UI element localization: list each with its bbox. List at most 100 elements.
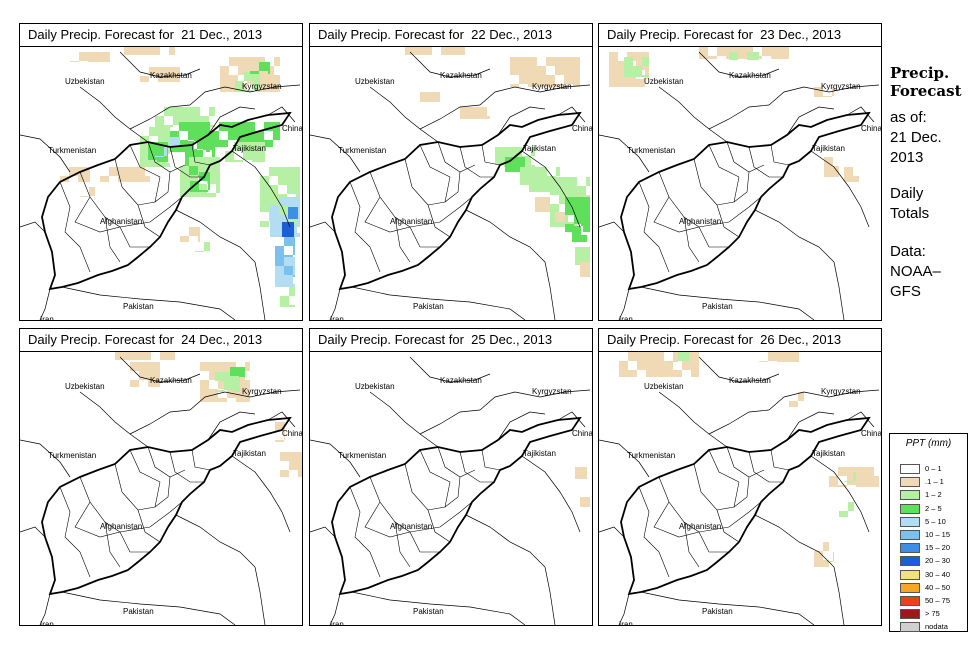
- country-label: Kyrgyzstan: [532, 82, 572, 91]
- precip-cell: [847, 476, 856, 485]
- sidebar-title: Precip. Forecast: [890, 64, 962, 100]
- precip-cell: [157, 142, 166, 151]
- precip-cell: [206, 149, 210, 152]
- precip-cell: [735, 47, 744, 56]
- precip-cell: [865, 467, 874, 476]
- precip-cell: [230, 367, 239, 376]
- precip-cell: [289, 461, 298, 470]
- province-border: [169, 451, 204, 483]
- precip-cell: [200, 389, 209, 398]
- precip-cell: [142, 47, 151, 55]
- precip-cell: [191, 107, 200, 116]
- precip-cell: [646, 370, 655, 377]
- legend-label: 40 – 50: [925, 582, 951, 592]
- precip-cell: [438, 101, 440, 102]
- precip-cell: [250, 71, 259, 74]
- precip-cell: [155, 125, 164, 127]
- precip-cell: [190, 190, 199, 192]
- legend-swatch: [900, 609, 920, 620]
- precip-cell: [236, 398, 245, 402]
- sidebar-period: Daily Totals: [890, 184, 929, 224]
- precip-cell: [673, 352, 682, 361]
- precip-cell: [293, 237, 295, 246]
- country-border: [833, 566, 845, 625]
- precip-cell: [589, 262, 590, 271]
- precip-cell: [207, 157, 216, 166]
- precip-cell: [236, 380, 245, 389]
- precip-cell: [609, 79, 618, 87]
- panel-title: Daily Precip. Forecast for 21 Dec., 2013: [20, 24, 302, 47]
- country-border: [61, 286, 236, 320]
- country-label: Kyrgyzstan: [242, 387, 282, 396]
- province-border: [698, 501, 762, 533]
- period-daily: Daily: [890, 185, 924, 202]
- province-border: [708, 144, 740, 178]
- precip-cell: [833, 552, 834, 561]
- precip-cell: [206, 122, 210, 131]
- precip-cell: [771, 56, 780, 59]
- precip-cell: [279, 197, 288, 206]
- country-border: [846, 106, 875, 123]
- precip-cell: [583, 206, 590, 215]
- country-border: [544, 566, 556, 625]
- country-label: Iran: [330, 620, 344, 625]
- precip-cell: [265, 75, 274, 84]
- precip-map: Kazakhstan Uzbekistan Kyrgyzstan China Turkm…: [20, 352, 302, 625]
- afghanistan-border: [620, 111, 871, 291]
- precip-cell: [691, 370, 699, 377]
- precip-cell: [296, 185, 300, 194]
- precip-cell: [164, 147, 167, 156]
- country-border: [479, 389, 591, 411]
- precip-cell: [246, 131, 255, 140]
- precip-cell: [522, 156, 531, 165]
- sidebar-heading-1: Precip.: [890, 64, 950, 82]
- precip-cell: [261, 142, 265, 151]
- province-border: [59, 486, 81, 553]
- country-border: [175, 514, 256, 568]
- precip-cell: [537, 75, 546, 84]
- precip-cell: [180, 175, 189, 184]
- legend-swatch: [900, 490, 920, 501]
- precip-cell: [261, 151, 265, 160]
- country-border: [846, 411, 875, 428]
- precip-cell: [823, 96, 832, 97]
- province-border: [59, 181, 81, 248]
- precip-cell: [565, 224, 574, 232]
- forecast-panel: Daily Precip. Forecast for 25 Dec., 2013…: [309, 328, 593, 626]
- precip-cell: [293, 284, 295, 287]
- precip-cell: [158, 67, 167, 76]
- precip-cell: [284, 431, 285, 440]
- precip-cell: [460, 116, 469, 119]
- legend-item: 20 – 30: [900, 556, 962, 567]
- precip-cell: [296, 167, 300, 176]
- precip-cell: [297, 197, 300, 206]
- precip-cell: [145, 176, 150, 182]
- precip-cell: [237, 131, 246, 140]
- precip-cell: [87, 176, 90, 182]
- precip-cell: [274, 84, 280, 92]
- forecast-panel: Daily Precip. Forecast for 24 Dec., 2013…: [19, 328, 303, 626]
- precip-cell: [97, 52, 106, 61]
- precip-cell: [459, 47, 465, 55]
- precip-cell: [510, 57, 519, 66]
- precip-cell: [203, 141, 212, 150]
- precip-cell: [297, 216, 298, 219]
- province-border: [419, 144, 451, 178]
- country-border: [618, 288, 630, 320]
- precip-cell: [537, 66, 546, 75]
- country-label: Uzbekistan: [65, 77, 105, 86]
- precip-cell: [207, 193, 216, 197]
- precip-cell: [188, 122, 197, 131]
- afghanistan-border: [41, 416, 292, 596]
- province-border: [481, 144, 501, 166]
- panel-title: Daily Precip. Forecast for 26 Dec., 2013: [599, 329, 881, 352]
- country-label: Uzbekistan: [644, 77, 684, 86]
- precip-cell: [207, 175, 216, 184]
- precip-cell: [179, 140, 188, 149]
- precip-cell: [568, 186, 577, 195]
- precip-cell: [197, 122, 206, 131]
- legend-item: 5 – 10: [900, 516, 962, 527]
- precip-cell: [140, 163, 149, 167]
- precip-cell: [814, 96, 823, 97]
- country-label: China: [572, 124, 592, 133]
